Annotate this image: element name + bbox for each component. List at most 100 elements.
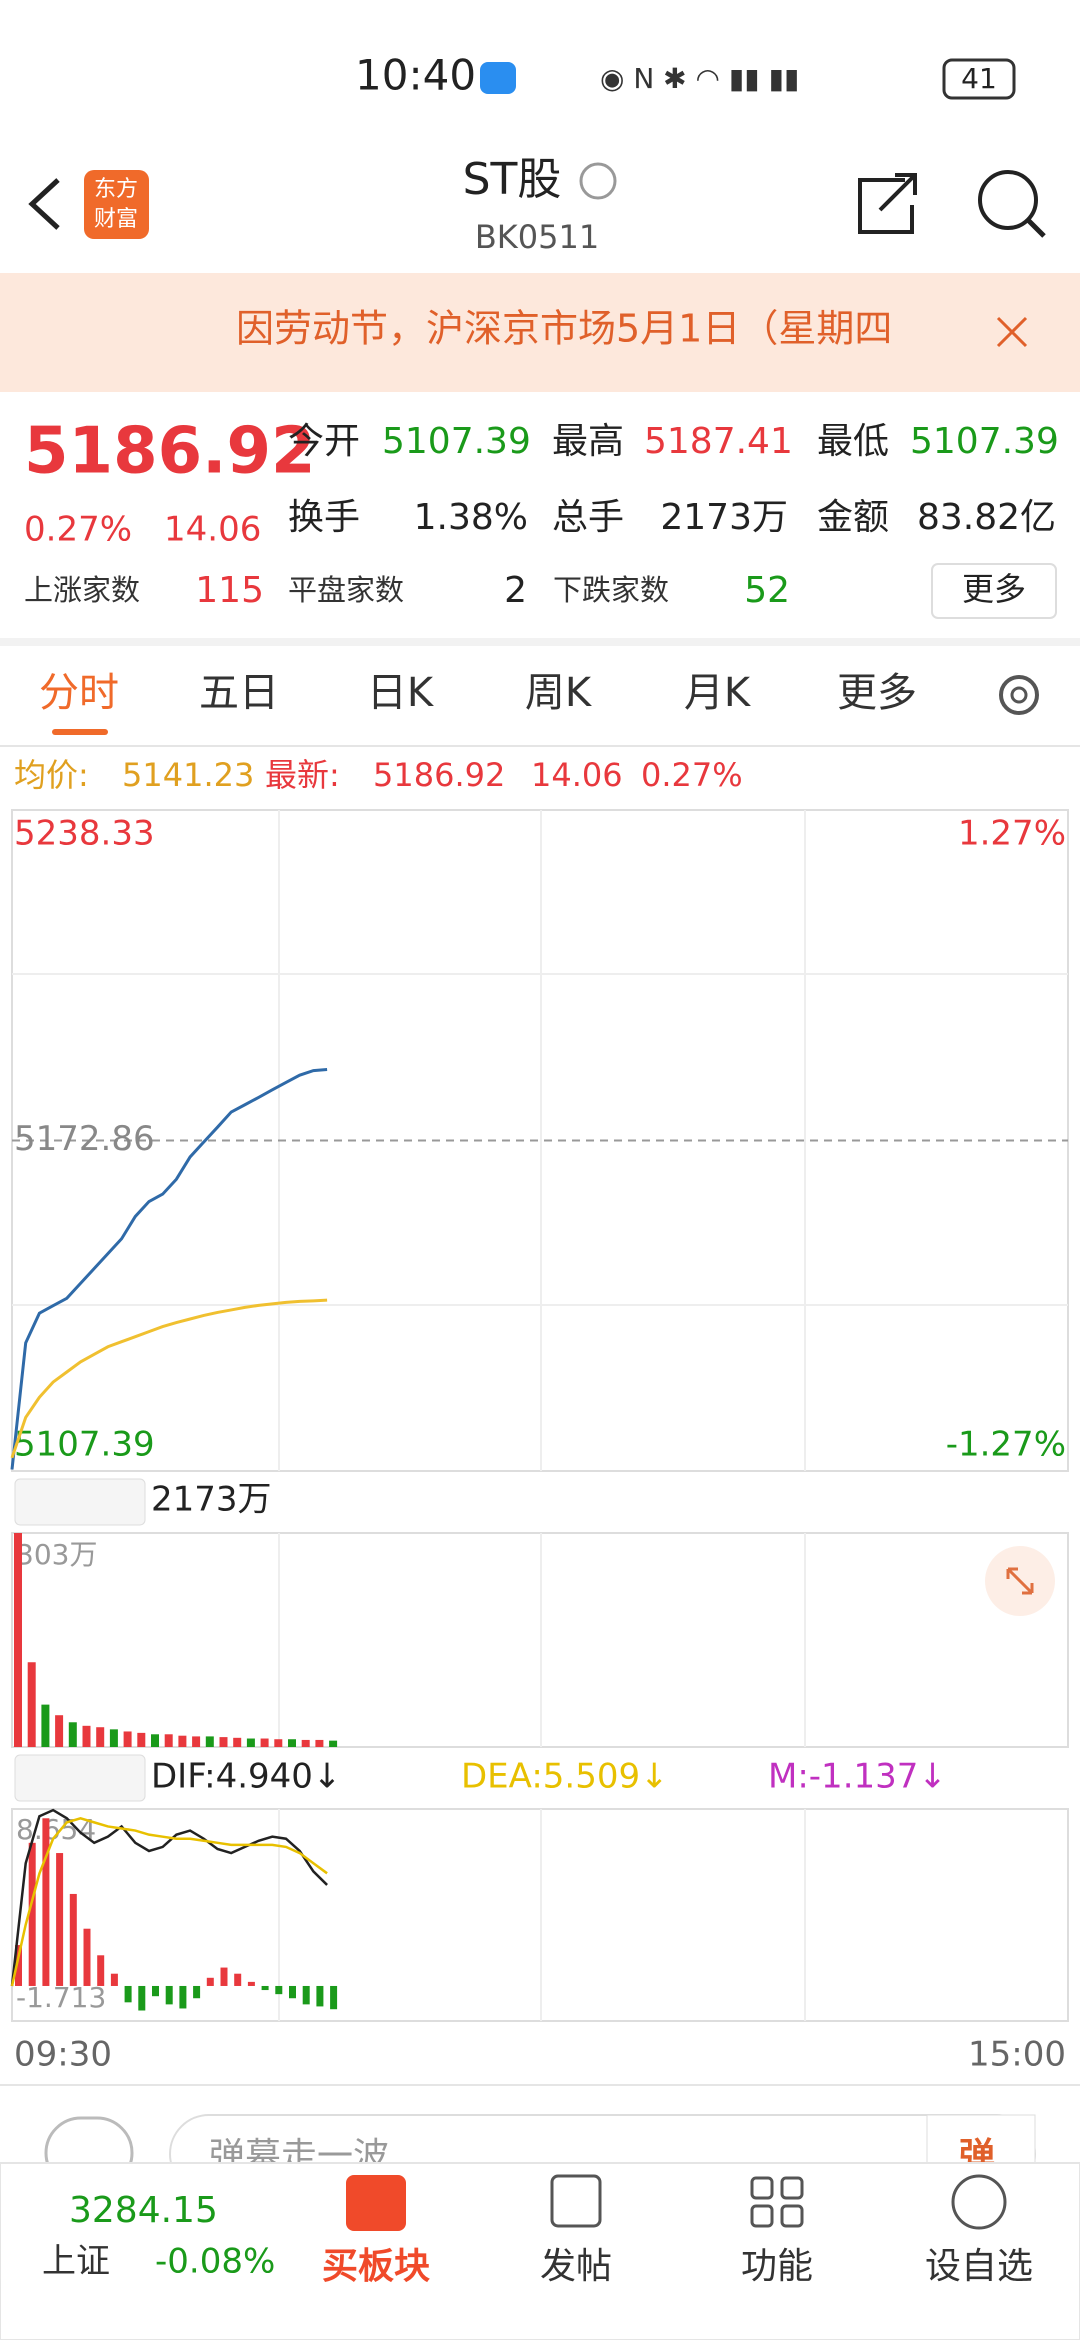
volume-bar <box>68 1722 77 1747</box>
macd-bar <box>234 1973 242 1986</box>
index-name[interactable]: 上证 <box>42 2242 110 2282</box>
info-icon[interactable] <box>579 162 617 200</box>
status-icons: ◉ N ✱ ◠ ▮▮ ▮▮ <box>600 62 799 95</box>
stat-value: 1.38% <box>414 497 528 538</box>
banner-text: 因劳动节，沪深京市场5月1日（星期四 <box>236 307 892 351</box>
nav-icon[interactable] <box>550 2174 602 2228</box>
macd-bar <box>28 1842 36 1986</box>
volume-bar <box>219 1737 228 1747</box>
volume-bar <box>14 1533 22 1747</box>
stat-label: 换手 <box>288 497 360 538</box>
macd-bar <box>165 1985 173 2005</box>
breadth-label: 上涨家数 <box>24 573 140 607</box>
volume-bar <box>151 1734 159 1747</box>
volume-bar <box>55 1715 64 1747</box>
nav-icon[interactable] <box>750 2176 804 2228</box>
breadth-value: 2 <box>504 570 527 611</box>
volume-bar <box>41 1704 50 1747</box>
banner-close[interactable] <box>996 316 1028 348</box>
latest-change-pct: 0.27% <box>641 756 743 794</box>
macd-bar <box>179 1985 187 2009</box>
stat-value: 5187.41 <box>644 421 793 462</box>
volume-bar <box>96 1727 105 1747</box>
volume-bar <box>301 1739 310 1747</box>
latest-label: 最新: <box>265 756 340 794</box>
volume-bar <box>260 1738 269 1747</box>
back-button[interactable] <box>28 178 60 230</box>
search-button[interactable] <box>978 170 1038 230</box>
volume-total: 2173万 <box>151 1480 272 1520</box>
macd-bar <box>69 1893 77 1986</box>
breadth-value: 52 <box>744 570 790 611</box>
volume-bar <box>178 1735 187 1747</box>
logo-text: 东方 <box>94 177 138 202</box>
share-button[interactable] <box>858 173 917 234</box>
price-line <box>10 1068 328 1470</box>
volume-bar <box>164 1734 173 1747</box>
macd-bar <box>83 1928 91 1986</box>
macd-bar <box>56 1853 64 1986</box>
tab[interactable]: 更多 <box>837 670 917 716</box>
volume-bar <box>246 1738 255 1747</box>
volume-bar <box>27 1662 36 1747</box>
y-tick-label: -1.713 <box>16 1981 106 2014</box>
macd-bar <box>330 1985 338 2010</box>
macd-selector[interactable] <box>14 1754 146 1802</box>
stat-label: 最高 <box>552 421 624 462</box>
macd-line <box>10 1816 328 1987</box>
stat-label: 最低 <box>817 421 889 462</box>
latest-value: 5186.92 <box>373 756 505 794</box>
tab[interactable]: 日K <box>367 670 435 716</box>
index-change[interactable]: -0.08% <box>155 2242 275 2282</box>
stat-label: 总手 <box>552 497 624 538</box>
price-line <box>10 1298 328 1459</box>
nav-item[interactable]: 发帖 <box>540 2246 612 2287</box>
macd-bar <box>275 1985 283 1995</box>
y2-tick-label: 1.27% <box>958 814 1066 854</box>
macd-bar <box>247 1981 255 1986</box>
price: 5186.92 <box>24 415 316 489</box>
tab[interactable]: 五日 <box>199 670 279 716</box>
macd-bar <box>110 1973 118 1986</box>
tab[interactable]: 月K <box>684 670 752 716</box>
tab-underline <box>52 729 108 735</box>
tab[interactable]: 周K <box>525 670 593 716</box>
macd-bar <box>261 1985 269 1991</box>
nav-item[interactable]: 买板块 <box>322 2246 430 2287</box>
nav-item[interactable]: 功能 <box>741 2246 813 2287</box>
nav-item[interactable]: 设自选 <box>925 2246 1033 2287</box>
macd-bar <box>316 1985 324 2007</box>
nav-icon[interactable] <box>951 2174 1007 2230</box>
macd-bar <box>220 1967 228 1986</box>
stat-value: 5107.39 <box>910 421 1059 462</box>
macd-bar <box>193 1985 201 1999</box>
more-button-text[interactable]: 更多 <box>962 570 1026 608</box>
settings-button[interactable] <box>999 675 1039 715</box>
macd-line <box>10 1808 328 1987</box>
nav-icon[interactable] <box>346 2175 406 2231</box>
tab[interactable]: 分时 <box>39 670 119 716</box>
volume-bar <box>82 1725 91 1747</box>
clock: 10:40 <box>355 51 476 100</box>
avg-value: 5141.23 <box>122 756 254 794</box>
msg-icon <box>480 62 516 94</box>
macd-bar <box>206 1977 214 1986</box>
avg-label: 均价: <box>14 756 89 794</box>
macd-bar <box>138 1985 146 2011</box>
battery <box>942 58 1016 100</box>
index-value[interactable]: 3284.15 <box>69 2190 218 2231</box>
volume-selector[interactable] <box>14 1478 146 1526</box>
volume-bar <box>288 1739 296 1747</box>
volume-bar <box>329 1740 338 1747</box>
legend-entry: DEA:5.509↓ <box>461 1757 669 1797</box>
macd-bar <box>42 1818 50 1986</box>
volume-bar <box>233 1737 242 1747</box>
y-tick-label: 8.654 <box>16 1813 96 1846</box>
stat-label: 今开 <box>288 421 360 462</box>
more-button[interactable] <box>931 563 1057 619</box>
y2-tick-label: -1.27% <box>946 1425 1066 1465</box>
logo <box>84 170 149 239</box>
x-tick-label: 09:30 <box>14 2035 112 2075</box>
